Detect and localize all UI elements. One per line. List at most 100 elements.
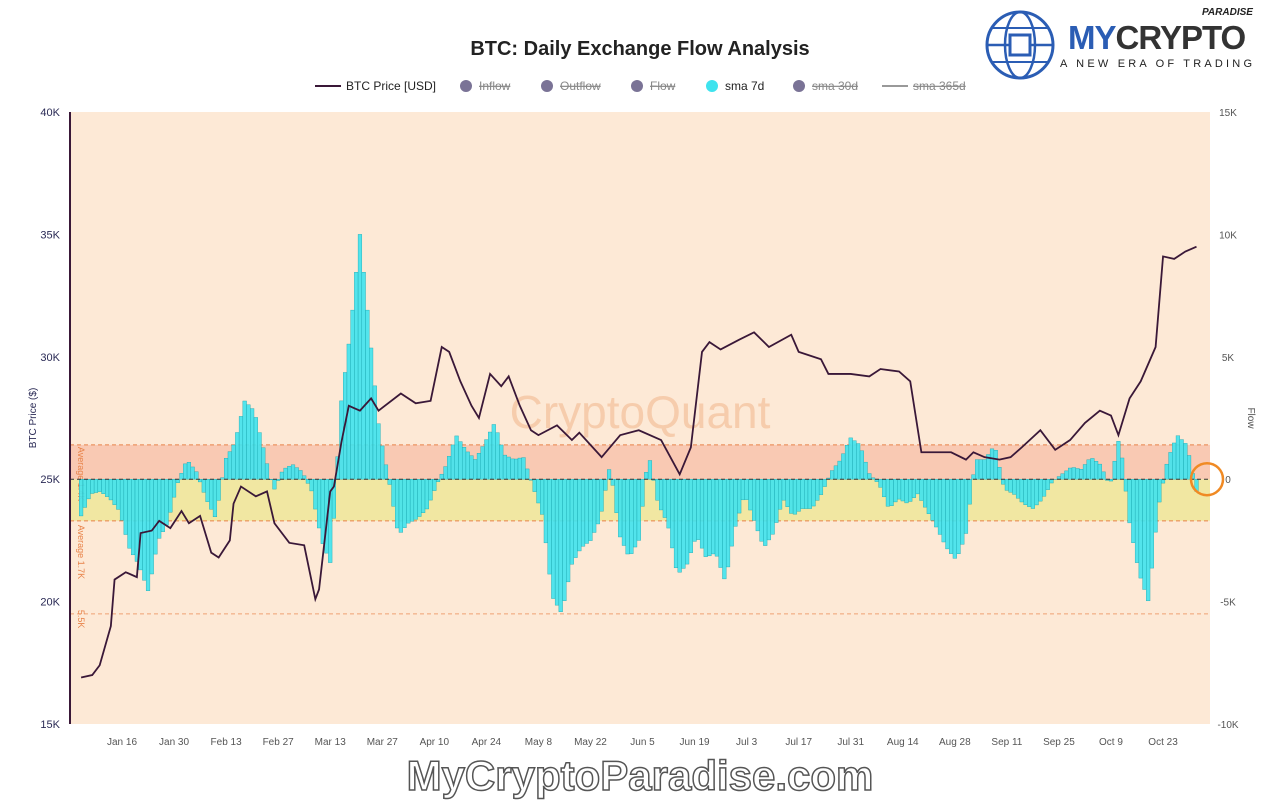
flow-bar [540, 479, 545, 515]
legend-item[interactable]: Outflow [560, 79, 601, 93]
flow-bar [488, 431, 493, 480]
highlight-circle [1189, 461, 1225, 497]
flow-bar [276, 479, 281, 481]
flow-bar [989, 448, 995, 480]
flow-bar [852, 440, 857, 480]
flow-bar [309, 479, 314, 492]
legend-item[interactable]: sma 365d [913, 79, 966, 93]
flow-bar [811, 479, 816, 507]
x-tick-label: Jun 5 [630, 737, 655, 748]
flow-bar [554, 479, 560, 606]
flow-bar [644, 472, 649, 480]
x-tick-label: Aug 14 [887, 737, 919, 748]
flow-bar [1075, 468, 1080, 480]
y-left-tick-label: 40K [40, 107, 60, 119]
flow-bar [331, 479, 336, 519]
threshold-label: 5.5K [76, 610, 86, 629]
flow-bar [714, 479, 719, 557]
flow-bar [1042, 479, 1047, 497]
flow-bar [673, 479, 679, 569]
flow-bar [740, 479, 745, 501]
legend-item[interactable]: BTC Price [USD] [346, 79, 436, 93]
flow-bar [250, 408, 255, 480]
flow-bar [949, 479, 954, 554]
flow-bar [882, 479, 887, 498]
flow-bar [584, 479, 589, 544]
legend-item[interactable]: Flow [650, 79, 676, 93]
flow-bar [566, 479, 571, 583]
flow-bar [1160, 479, 1166, 484]
flow-bar [551, 479, 556, 599]
flow-bar [447, 456, 452, 480]
flow-bar [1060, 473, 1065, 480]
flow-bar [112, 479, 117, 505]
flow-bar [870, 477, 876, 480]
flow-bar [424, 479, 429, 510]
flow-bar [212, 479, 218, 518]
x-tick-label: Oct 23 [1148, 737, 1178, 748]
flow-bar [595, 479, 600, 525]
y-left-tick-label: 15K [40, 719, 60, 731]
flow-bar [119, 479, 125, 521]
flow-bar [1123, 479, 1128, 492]
flow-bar [205, 479, 210, 502]
logo-paradise: PARADISE [1202, 7, 1253, 18]
flow-bar [428, 479, 433, 501]
flow-bar [900, 479, 905, 502]
flow-bar [662, 479, 667, 518]
average-inflow-label: Average 1.4K [76, 447, 86, 501]
flow-bar [1023, 479, 1028, 505]
flow-bar [908, 479, 913, 502]
flow-bar [1034, 479, 1039, 506]
footer-watermark: MyCryptoParadise.com [406, 751, 874, 800]
flow-bar [145, 479, 151, 591]
flow-bar [517, 457, 522, 480]
flow-bar [577, 479, 582, 552]
flow-bar [264, 463, 270, 480]
x-tick-label: Sep 25 [1043, 737, 1075, 748]
flow-bar [231, 444, 236, 480]
flow-bar [105, 479, 110, 497]
legend-item[interactable]: Inflow [479, 79, 511, 93]
flow-bar [766, 479, 771, 541]
flow-bar [238, 416, 244, 480]
flow-bar [844, 445, 850, 480]
flow-bar [510, 458, 515, 480]
flow-bar [606, 469, 612, 480]
flow-bar [926, 479, 931, 514]
flow-bar [387, 479, 392, 485]
flow-bar [398, 479, 403, 533]
flow-bar [354, 272, 359, 480]
flow-bar [748, 479, 753, 511]
x-tick-label: Jan 16 [107, 737, 137, 748]
flow-bar [778, 479, 783, 510]
flow-bar [1045, 479, 1050, 490]
flow-bar [543, 479, 548, 544]
flow-bar [302, 475, 307, 480]
flow-bar [997, 467, 1002, 480]
flow-bar [703, 479, 708, 557]
flow-bar [711, 479, 716, 555]
flow-bar [558, 479, 563, 612]
y-right-tick-label: -5K [1220, 598, 1236, 609]
flow-bar [923, 479, 928, 508]
flow-bar [725, 479, 731, 568]
legend-item[interactable]: sma 7d [725, 79, 764, 93]
flow-bar [313, 479, 318, 510]
flow-bar [413, 479, 418, 520]
flow-bar [506, 456, 511, 480]
chart-title: BTC: Daily Exchange Flow Analysis [470, 38, 809, 60]
flow-bar [395, 479, 400, 529]
flow-bar [1179, 439, 1184, 480]
flow-bar [209, 479, 214, 510]
flow-bar [978, 459, 983, 480]
flow-bar [919, 479, 924, 501]
flow-bar [893, 479, 898, 503]
flow-bar [402, 479, 407, 528]
flow-bar [164, 479, 169, 526]
x-tick-label: Apr 24 [472, 737, 502, 748]
flow-bar [97, 479, 102, 492]
legend-item[interactable]: sma 30d [812, 79, 858, 93]
flow-bar [636, 479, 641, 541]
logo-my: MY [1068, 19, 1116, 56]
